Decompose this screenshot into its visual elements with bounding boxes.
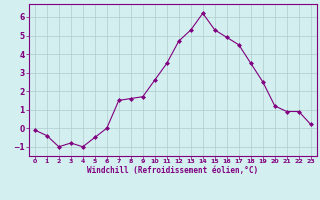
X-axis label: Windchill (Refroidissement éolien,°C): Windchill (Refroidissement éolien,°C) [87, 166, 258, 175]
